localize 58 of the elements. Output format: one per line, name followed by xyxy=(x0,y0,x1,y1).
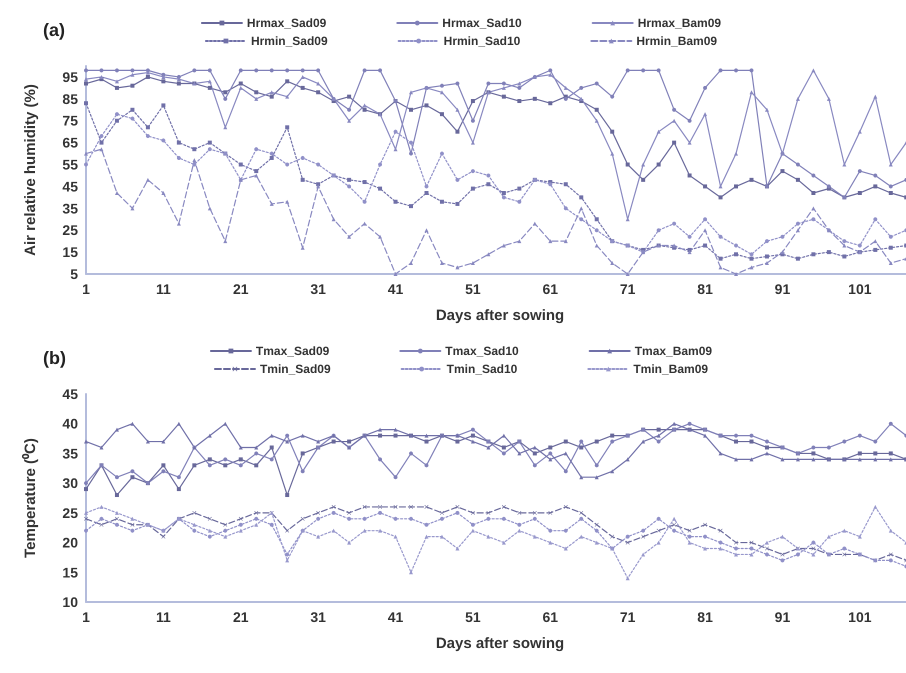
legend-label: Hrmin_Bam09 xyxy=(636,34,718,48)
chart-title: (a) xyxy=(43,20,66,40)
x-tick-label: 71 xyxy=(620,281,636,297)
x-tick-label: 11 xyxy=(156,609,171,625)
x-tick-label: 91 xyxy=(774,609,790,625)
y-tick-label: 20 xyxy=(62,534,78,551)
x-tick-label: 21 xyxy=(232,609,249,625)
x-tick-label: 21 xyxy=(232,281,249,297)
y-tick-label: 85 xyxy=(62,90,78,107)
y-axis-title: Air relative humidity (%) xyxy=(22,84,39,256)
legend-label: Tmax_Sad09 xyxy=(256,344,330,358)
x-tick-label: 1 xyxy=(82,609,90,625)
y-tick-label: 30 xyxy=(62,475,78,492)
x-tick-label: 81 xyxy=(697,609,714,625)
y-tick-label: 55 xyxy=(62,156,78,173)
legend-label: Hrmin_Sad09 xyxy=(250,34,328,48)
x-tick-label: 61 xyxy=(542,281,558,297)
y-tick-label: 75 xyxy=(62,112,78,129)
x-tick-label: 1 xyxy=(82,281,90,297)
x-tick-label: 101 xyxy=(848,609,872,625)
y-tick-label: 15 xyxy=(62,564,78,580)
chart-title: (b) xyxy=(43,348,66,368)
x-tick-label: 101 xyxy=(848,281,872,297)
x-tick-label: 11 xyxy=(156,281,171,297)
x-tick-label: 81 xyxy=(697,281,714,297)
x-tick-label: 31 xyxy=(310,609,326,625)
x-axis-title: Days after sowing xyxy=(436,307,564,324)
legend-label: Tmin_Bam09 xyxy=(633,362,708,376)
legend-label: Tmax_Bam09 xyxy=(634,344,712,358)
legend-label: Tmin_Sad09 xyxy=(260,362,331,376)
legend-label: Tmin_Sad10 xyxy=(446,362,518,376)
x-tick-label: 51 xyxy=(465,609,481,625)
y-tick-label: 65 xyxy=(62,134,78,151)
y-tick-label: 45 xyxy=(62,178,78,194)
x-tick-label: 31 xyxy=(310,281,326,297)
y-tick-label: 25 xyxy=(62,222,78,238)
x-tick-label: 41 xyxy=(388,281,404,297)
x-tick-label: 41 xyxy=(388,609,404,625)
y-tick-label: 40 xyxy=(62,416,78,432)
x-tick-label: 71 xyxy=(620,609,636,625)
y-tick-label: 95 xyxy=(62,68,78,85)
y-tick-label: 45 xyxy=(62,386,78,402)
y-tick-label: 15 xyxy=(62,244,78,260)
y-tick-label: 35 xyxy=(62,200,78,216)
y-tick-label: 10 xyxy=(62,594,78,610)
legend-label: Hrmin_Sad10 xyxy=(444,34,521,48)
x-axis-title: Days after sowing xyxy=(436,635,564,652)
x-tick-label: 61 xyxy=(542,609,558,625)
y-tick-label: 25 xyxy=(62,504,78,521)
y-tick-label: 5 xyxy=(70,266,78,282)
y-tick-label: 35 xyxy=(62,445,78,462)
x-tick-label: 91 xyxy=(774,281,790,297)
legend-label: Hrmax_Sad10 xyxy=(442,16,522,30)
y-axis-title: Temperature (⁰C) xyxy=(21,438,39,558)
legend-label: Tmax_Sad10 xyxy=(445,344,520,358)
x-tick-label: 51 xyxy=(465,281,481,297)
legend-label: Hrmax_Bam09 xyxy=(638,16,722,30)
legend-label: Hrmax_Sad09 xyxy=(246,16,327,30)
